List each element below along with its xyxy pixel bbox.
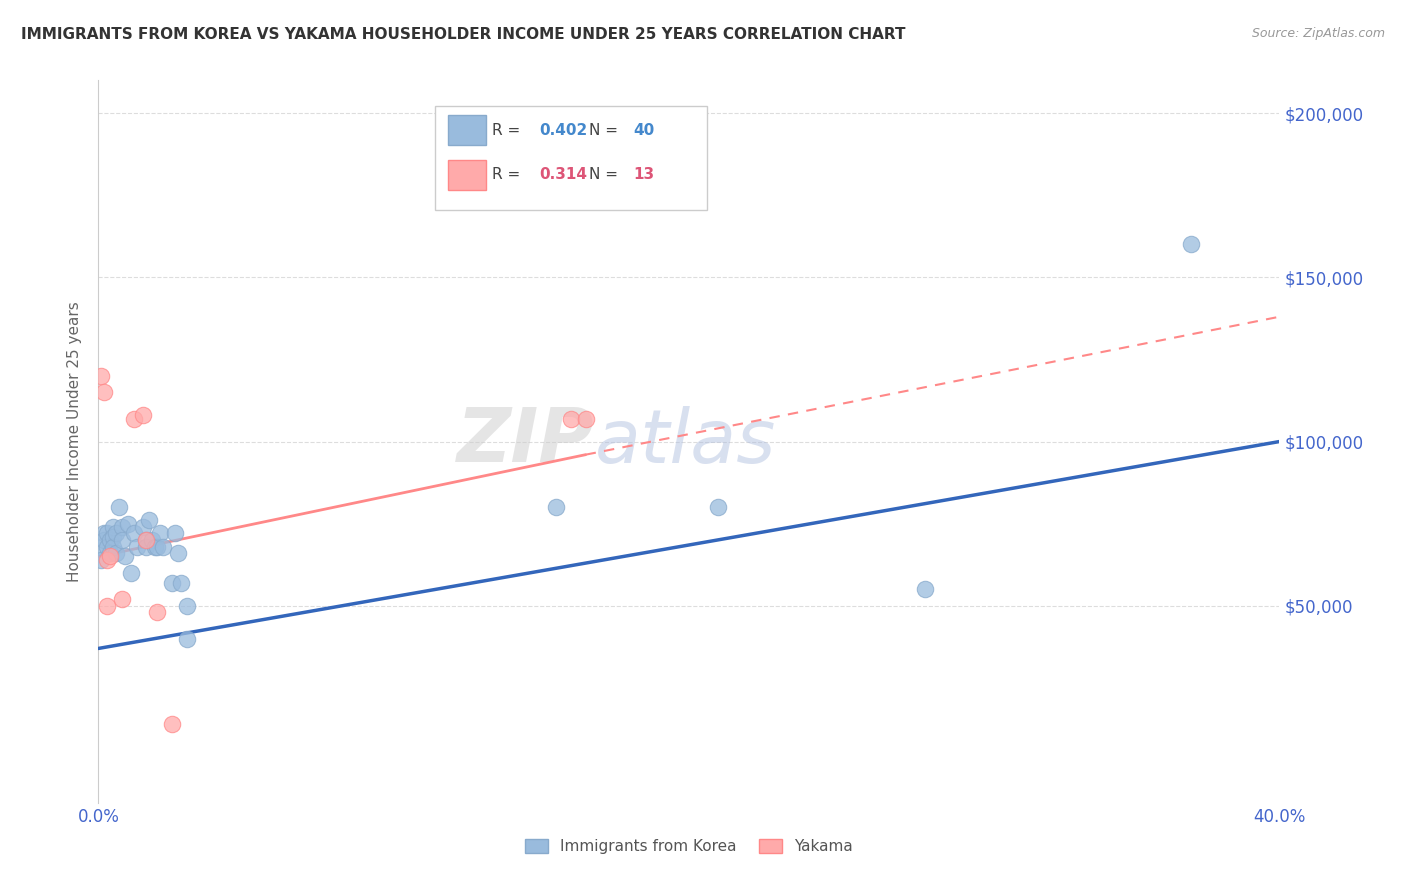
- Point: [707, 500, 730, 515]
- Point: [125, 540, 148, 554]
- Legend: Immigrants from Korea, Yakama: Immigrants from Korea, Yakama: [519, 833, 859, 860]
- Point: [141, 533, 163, 547]
- Point: [575, 411, 598, 425]
- Point: [176, 632, 198, 646]
- Point: [117, 516, 139, 531]
- Point: [149, 526, 172, 541]
- Point: [135, 540, 157, 554]
- Point: [167, 546, 190, 560]
- Point: [152, 540, 174, 554]
- Point: [111, 533, 134, 547]
- Point: [93, 526, 115, 541]
- Y-axis label: Householder Income Under 25 years: Householder Income Under 25 years: [67, 301, 83, 582]
- Point: [170, 575, 193, 590]
- Point: [98, 546, 121, 560]
- Text: IMMIGRANTS FROM KOREA VS YAKAMA HOUSEHOLDER INCOME UNDER 25 YEARS CORRELATION CH: IMMIGRANTS FROM KOREA VS YAKAMA HOUSEHOL…: [21, 27, 905, 42]
- Point: [103, 540, 125, 554]
- Point: [162, 575, 183, 590]
- Point: [132, 409, 155, 423]
- Text: N =: N =: [589, 168, 617, 183]
- FancyBboxPatch shape: [449, 115, 486, 145]
- Point: [560, 411, 582, 425]
- Text: Source: ZipAtlas.com: Source: ZipAtlas.com: [1251, 27, 1385, 40]
- Point: [546, 500, 568, 515]
- Point: [122, 526, 145, 541]
- Text: 0.402: 0.402: [538, 122, 588, 137]
- Text: R =: R =: [492, 168, 520, 183]
- Point: [105, 526, 128, 541]
- Point: [105, 546, 128, 560]
- Point: [146, 605, 169, 619]
- Point: [914, 582, 936, 597]
- Point: [93, 385, 115, 400]
- Point: [103, 530, 125, 544]
- Point: [90, 540, 112, 554]
- Text: 40: 40: [634, 122, 655, 137]
- Point: [98, 549, 121, 564]
- Point: [138, 513, 160, 527]
- Point: [111, 520, 134, 534]
- Point: [146, 540, 169, 554]
- Point: [120, 566, 142, 580]
- Point: [162, 717, 183, 731]
- Point: [93, 533, 115, 547]
- Point: [103, 520, 125, 534]
- Point: [90, 553, 112, 567]
- Point: [108, 500, 131, 515]
- Point: [96, 553, 118, 567]
- Point: [96, 540, 118, 554]
- Text: atlas: atlas: [595, 406, 776, 477]
- Point: [132, 520, 155, 534]
- Point: [114, 549, 136, 564]
- Point: [98, 533, 121, 547]
- FancyBboxPatch shape: [449, 160, 486, 190]
- Point: [96, 599, 118, 613]
- Point: [135, 533, 157, 547]
- Text: 13: 13: [634, 168, 655, 183]
- Point: [96, 526, 118, 541]
- Text: R =: R =: [492, 122, 520, 137]
- Text: 0.314: 0.314: [538, 168, 586, 183]
- Point: [111, 592, 134, 607]
- Text: ZIP: ZIP: [457, 405, 595, 478]
- Point: [165, 526, 187, 541]
- Point: [143, 540, 166, 554]
- Point: [1180, 237, 1202, 252]
- Point: [90, 368, 112, 383]
- Point: [122, 411, 145, 425]
- FancyBboxPatch shape: [434, 105, 707, 211]
- Point: [176, 599, 198, 613]
- Text: N =: N =: [589, 122, 617, 137]
- Point: [135, 533, 157, 547]
